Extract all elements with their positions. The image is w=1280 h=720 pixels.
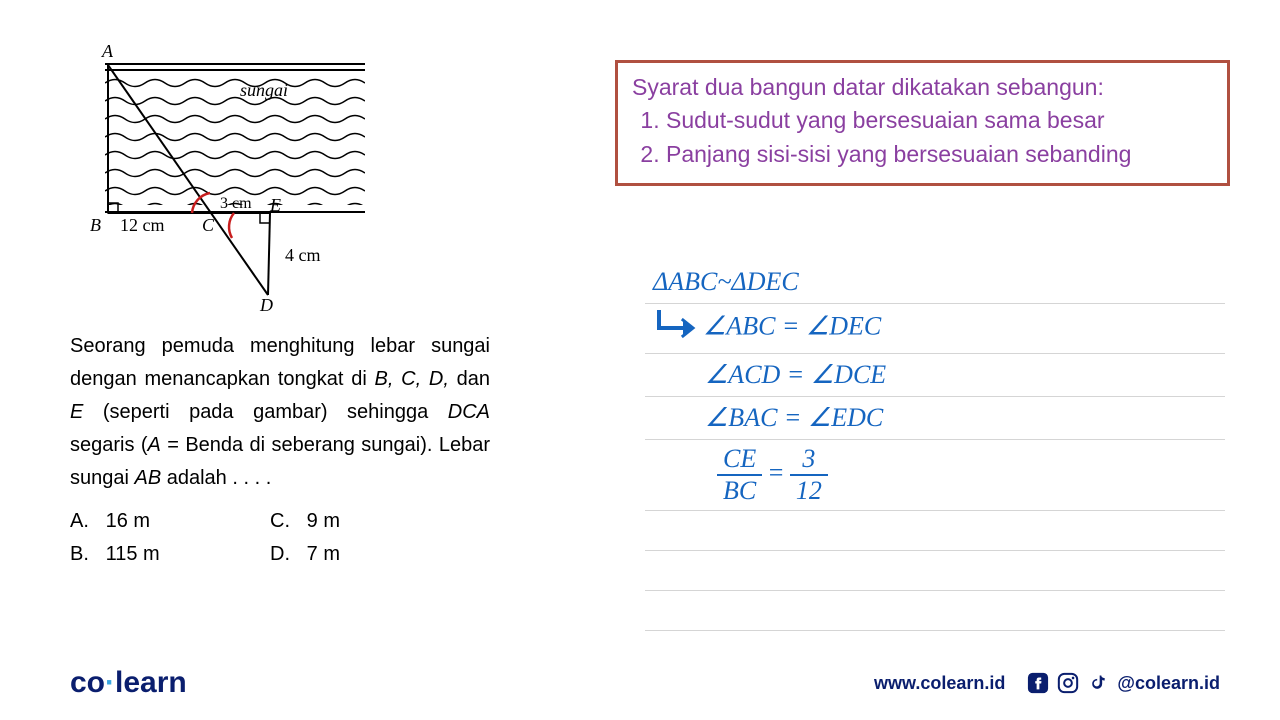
footer-handle: @colearn.id [1117, 673, 1220, 694]
footer: co·learn www.colearn.id @colearn.id [0, 666, 1280, 700]
work-line-4: ∠BAC = ∠EDC [645, 397, 1225, 440]
work-empty-2 [645, 551, 1225, 591]
derive-arrow-icon [653, 310, 703, 340]
work-line-2: ∠ABC = ∠DEC [645, 304, 1225, 354]
answer-options: A. 16 m C. 9 m B. 115 m D. 7 m [70, 505, 490, 571]
logo: co·learn [70, 666, 187, 700]
label-B: B [90, 215, 101, 236]
label-sungai: sungai [240, 80, 288, 101]
tiktok-icon [1087, 672, 1109, 694]
instagram-icon [1057, 672, 1079, 694]
work-area: ΔABC~ΔDEC ∠ABC = ∠DEC ∠ACD = ∠DCE ∠BAC =… [645, 261, 1230, 631]
rule-title: Syarat dua bangun datar dikatakan sebang… [632, 71, 1213, 104]
work-line-1: ΔABC~ΔDEC [645, 261, 1225, 304]
work-empty-1 [645, 511, 1225, 551]
problem-text: Seorang pemuda menghitung lebar sungai d… [70, 330, 490, 495]
label-C: C [202, 215, 214, 236]
option-D: D. 7 m [270, 538, 340, 571]
label-BC: 12 cm [120, 215, 165, 236]
option-A: A. 16 m [70, 505, 270, 538]
work-line-3: ∠ACD = ∠DCE [645, 354, 1225, 397]
label-E: E [270, 195, 281, 216]
rule-item-1: Sudut-sudut yang bersesuaian sama besar [666, 104, 1213, 137]
facebook-icon [1027, 672, 1049, 694]
work-empty-3 [645, 591, 1225, 631]
label-A: A [102, 41, 113, 62]
option-C: C. 9 m [270, 505, 340, 538]
label-D: D [260, 295, 273, 316]
triangles-icon [80, 55, 380, 315]
label-CE: 3 cm [220, 195, 252, 213]
rule-box: Syarat dua bangun datar dikatakan sebang… [615, 60, 1230, 186]
work-line-5: CEBC = 312 [645, 440, 1225, 511]
label-ED: 4 cm [285, 245, 321, 266]
option-B: B. 115 m [70, 538, 270, 571]
footer-url: www.colearn.id [874, 673, 1005, 694]
rule-item-2: Panjang sisi-sisi yang bersesuaian seban… [666, 138, 1213, 171]
problem-diagram: sungai A B C E D 12 cm 3 cm 4 cm [80, 55, 380, 310]
